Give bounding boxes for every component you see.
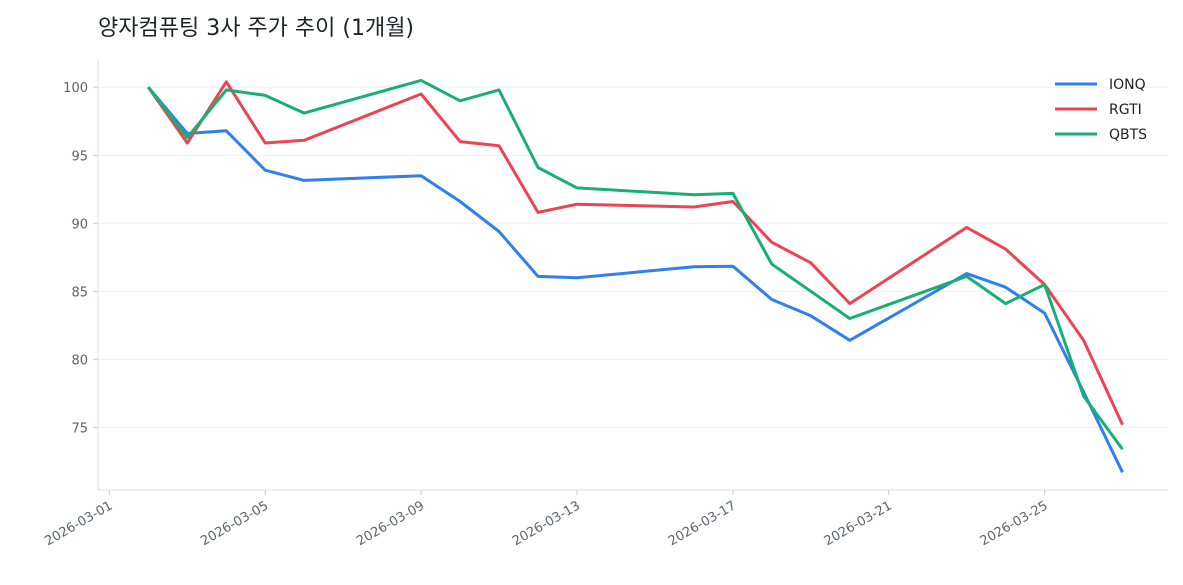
series-line-ionq — [147, 86, 1124, 473]
y-tick-label: 85 — [71, 285, 88, 300]
legend-label-ionq: IONQ — [1109, 77, 1146, 93]
legend-label-rgti: RGTI — [1109, 102, 1142, 118]
y-tick-label: 80 — [71, 353, 88, 368]
series-line-rgti — [147, 80, 1124, 426]
y-tick-label: 75 — [71, 421, 88, 436]
x-tick-label: 2026-03-17 — [666, 498, 739, 549]
legend-label-qbts: QBTS — [1109, 127, 1147, 143]
x-tick-label: 2026-03-21 — [822, 498, 895, 549]
y-tick-label: 90 — [71, 217, 88, 232]
y-tick-label: 95 — [71, 149, 88, 164]
x-tick-label: 2026-03-01 — [42, 498, 115, 549]
chart-title: 양자컴퓨팅 3사 주가 추이 (1개월) — [98, 16, 415, 41]
x-tick-label: 2026-03-05 — [198, 498, 271, 549]
x-tick-label: 2026-03-25 — [978, 498, 1051, 549]
series-line-qbts — [147, 78, 1124, 451]
y-tick-label: 100 — [63, 81, 88, 96]
x-tick-label: 2026-03-13 — [510, 498, 583, 549]
x-tick-label: 2026-03-09 — [354, 498, 427, 549]
